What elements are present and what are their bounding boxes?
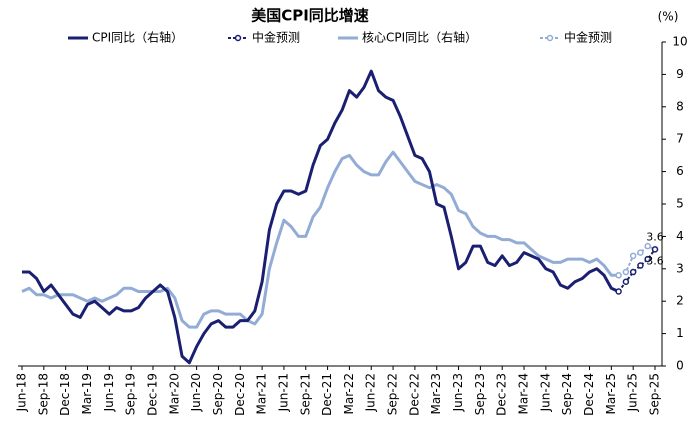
- x-tick-label: Jun-22: [364, 373, 378, 412]
- legend-label: 中金预测: [252, 30, 300, 45]
- x-tick-label: Dec-19: [145, 373, 159, 416]
- forecast-marker: [622, 268, 630, 276]
- y-tick-label: 10: [672, 35, 687, 49]
- x-tick-label: Jun-24: [538, 373, 552, 412]
- x-tick-label: Sep-25: [648, 373, 662, 415]
- forecast-marker: [629, 268, 637, 276]
- y-tick-label: 1: [676, 326, 684, 340]
- forecast-marker: [637, 262, 644, 269]
- y-tick-label: 9: [676, 67, 684, 81]
- y-unit: (%): [658, 10, 679, 24]
- x-tick-label: Sep-21: [298, 373, 312, 415]
- forecast-marker: [622, 278, 630, 286]
- x-tick-label: Jun-25: [626, 373, 640, 412]
- x-tick-label: Jun-20: [189, 373, 203, 412]
- legend-marker: [234, 34, 242, 42]
- x-tick-label: Dec-21: [320, 373, 334, 416]
- legend-label: 核心CPI同比（右轴）: [362, 30, 477, 45]
- x-tick-label: Mar-20: [167, 373, 181, 414]
- x-tick-label: Sep-19: [124, 373, 138, 415]
- y-tick-label: 0: [676, 359, 684, 373]
- x-tick-label: Jun-18: [15, 373, 29, 412]
- y-tick-label: 2: [676, 294, 684, 308]
- x-tick-label: Dec-18: [58, 373, 72, 416]
- y-tick-label: 6: [676, 164, 684, 178]
- y-tick-label: 7: [676, 132, 684, 146]
- y-tick-label: 8: [676, 99, 684, 113]
- x-tick-label: Sep-24: [560, 373, 574, 415]
- x-tick-label: Jun-19: [102, 373, 116, 412]
- legend-label: 中金预测: [564, 30, 612, 45]
- x-tick-label: Mar-22: [342, 373, 356, 414]
- forecast-marker: [637, 249, 644, 256]
- x-tick-label: Mar-19: [80, 373, 94, 414]
- forecast-marker: [651, 246, 659, 253]
- x-tick-label: Dec-23: [495, 373, 509, 416]
- y-tick-label: 4: [676, 229, 684, 243]
- x-tick-label: Jun-21: [276, 373, 290, 412]
- forecast-marker: [629, 252, 637, 260]
- x-tick-label: Sep-20: [211, 373, 225, 415]
- forecast-marker: [644, 255, 651, 263]
- x-tick-label: Mar-25: [604, 373, 618, 414]
- x-tick-label: Mar-23: [429, 373, 443, 414]
- series-line: [22, 69, 620, 365]
- x-tick-label: Mar-24: [517, 373, 531, 414]
- series-line: [21, 150, 619, 329]
- data-label: 3.6: [646, 230, 664, 243]
- x-tick-label: Mar-21: [255, 373, 269, 414]
- y-tick-label: 3: [676, 261, 684, 275]
- x-tick-label: Sep-22: [386, 373, 400, 415]
- x-tick-label: Dec-24: [582, 373, 596, 416]
- data-label: 3.6: [646, 254, 664, 267]
- chart-title: 美国CPI同比增速: [251, 7, 369, 25]
- forecast-marker: [615, 272, 622, 279]
- y-tick-label: 5: [676, 197, 684, 211]
- x-tick-label: Jun-23: [451, 373, 465, 412]
- x-tick-label: Dec-22: [407, 373, 421, 416]
- forecast-marker: [644, 242, 651, 250]
- legend-marker: [546, 34, 554, 42]
- x-tick-label: Dec-20: [233, 373, 247, 416]
- forecast-marker: [615, 288, 622, 295]
- x-tick-label: Sep-18: [36, 373, 50, 415]
- legend-label: CPI同比（右轴）: [92, 30, 183, 45]
- x-tick-label: Sep-23: [473, 373, 487, 415]
